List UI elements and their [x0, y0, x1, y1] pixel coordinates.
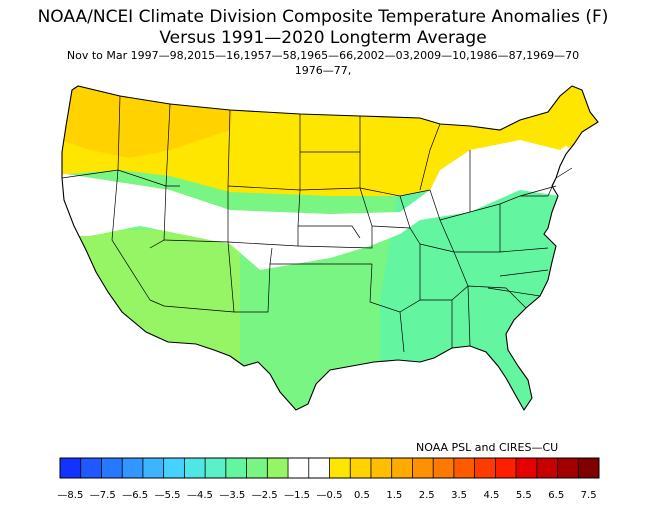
colorbar-swatch — [288, 458, 309, 478]
colorbar — [59, 457, 600, 479]
colorbar-swatch — [225, 458, 247, 478]
colorbar-swatch — [329, 458, 351, 478]
colorbar-tick-label: 1.5 — [386, 490, 403, 501]
colorbar-tick-label: 4.5 — [483, 490, 500, 501]
colorbar-swatch — [350, 458, 372, 478]
colorbar-swatch — [122, 458, 144, 478]
colorbar-swatch — [370, 458, 392, 478]
colorbar-tick-label: 2.5 — [418, 490, 435, 501]
credit-label: NOAA PSL and CIRES—CU — [416, 441, 559, 454]
region-southwest-green — [62, 230, 240, 410]
colorbar-tick-label: 5.5 — [515, 490, 532, 501]
colorbar-tick-label: —2.5 — [251, 490, 278, 501]
state-borders — [61, 95, 575, 353]
map-fill-regions — [62, 86, 598, 410]
us-outline — [61, 85, 599, 412]
colorbar-swatch — [433, 458, 455, 478]
colorbar-swatch — [578, 458, 600, 478]
colorbar-swatch — [453, 458, 475, 478]
colorbar-tick-label: 6.5 — [548, 490, 565, 501]
colorbar-swatch — [101, 458, 123, 478]
colorbar-tick-label: 0.5 — [353, 490, 370, 501]
colorbar-tick-label: —0.5 — [316, 490, 343, 501]
region-neutral-belt — [62, 130, 598, 270]
colorbar-tick-label: 7.5 — [580, 490, 597, 501]
colorbar-swatch — [163, 458, 185, 478]
colorbar-tick-label: —4.5 — [186, 490, 213, 501]
colorbar-swatch — [474, 458, 496, 478]
colorbar-swatch — [308, 458, 330, 478]
title-line-1: NOAA/NCEI Climate Division Composite Tem… — [37, 7, 609, 27]
colorbar-tick-label: —5.5 — [154, 490, 181, 501]
colorbar-frame — [59, 457, 600, 479]
title-line-4: 1976—77, — [294, 64, 352, 77]
title-line-2: Versus 1991—2020 Longterm Average — [159, 28, 487, 48]
colorbar-tick-label: —8.5 — [57, 490, 84, 501]
colorbar-tick-label: —1.5 — [284, 490, 311, 501]
colorbar-swatch — [557, 458, 579, 478]
colorbar-swatch — [205, 458, 227, 478]
colorbar-swatch — [60, 458, 81, 478]
colorbar-swatch — [516, 458, 538, 478]
colorbar-swatch — [536, 458, 558, 478]
colorbar-swatch — [412, 458, 434, 478]
region-northwest-dark-yellow — [62, 86, 240, 158]
colorbar-swatch — [184, 458, 206, 478]
colorbar-swatch — [391, 458, 413, 478]
colorbar-swatch — [495, 458, 517, 478]
colorbar-tick-label: —3.5 — [219, 490, 246, 501]
colorbar-swatch — [80, 458, 102, 478]
colorbar-tick-label: —6.5 — [122, 490, 149, 501]
colorbar-tick-label: —7.5 — [89, 490, 116, 501]
colorbar-swatch — [246, 458, 268, 478]
colorbar-swatch — [267, 458, 289, 478]
colorbar-tick-label: 3.5 — [451, 490, 468, 501]
title-line-3: Nov to Mar 1997—98,2015—16,1957—58,1965—… — [66, 49, 580, 62]
colorbar-swatch — [142, 458, 164, 478]
